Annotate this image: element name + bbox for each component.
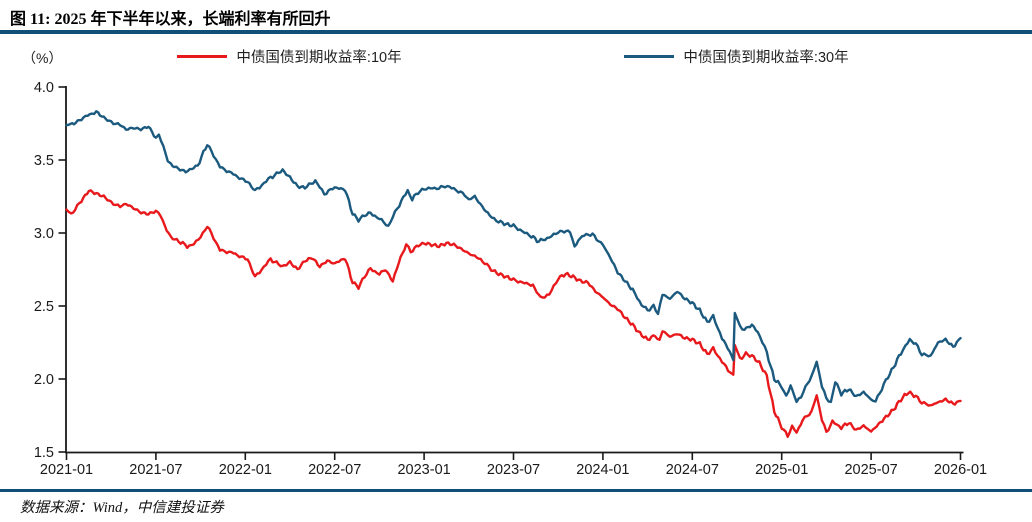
legend-label-10y: 中债国债到期收益率:10年 (236, 50, 402, 66)
legend: 中债国债到期收益率:10年 中债国债到期收益率:30年 (66, 46, 960, 67)
x-tick-label: 2022-07 (308, 462, 361, 478)
legend-line-10y-icon (177, 55, 228, 58)
axes (65, 86, 964, 454)
legend-item-10y: 中债国债到期收益率:10年 (177, 46, 402, 67)
x-tick-label: 2022-01 (219, 462, 272, 478)
legend-label-30y: 中债国债到期收益率:30年 (683, 50, 849, 66)
x-tick-label: 2023-07 (487, 462, 540, 478)
x-tick-label: 2026-01 (934, 462, 987, 478)
x-tick-label: 2024-01 (576, 462, 629, 478)
legend-item-30y: 中债国债到期收益率:30年 (624, 46, 849, 67)
x-tick-label: 2025-07 (844, 462, 897, 478)
x-tick-label: 2023-01 (397, 462, 450, 478)
y-tick-label: 2.5 (34, 299, 54, 315)
y-tick-label: 3.5 (34, 153, 54, 169)
title-divider (0, 30, 1032, 34)
page-title: 图 11: 2025 年下半年以来，长端利率有所回升 (10, 11, 331, 28)
x-tick-label: 2024-07 (666, 462, 719, 478)
legend-line-30y-icon (624, 55, 675, 58)
y-tick-label: 3.0 (34, 226, 54, 242)
series-line-30y (65, 110, 962, 404)
x-tick-label: 2025-01 (755, 462, 808, 478)
x-tick-label: 2021-01 (40, 462, 93, 478)
y-tick-label: 1.5 (34, 445, 54, 461)
y-tick-label: 4.0 (34, 80, 54, 96)
x-tick-label: 2021-07 (129, 462, 182, 478)
y-axis-unit-label: （%） (22, 50, 63, 66)
data-source-note: 数据来源：Wind，中信建投证券 (20, 500, 224, 516)
footer-divider (0, 489, 1032, 492)
y-tick-label: 2.0 (34, 372, 54, 388)
series-line-10y (65, 189, 962, 438)
